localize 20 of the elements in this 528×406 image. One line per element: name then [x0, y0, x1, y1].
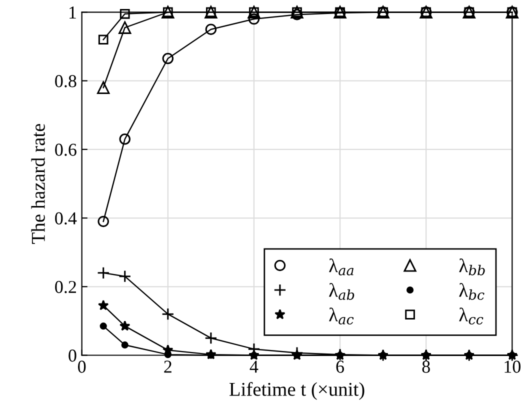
x-tick-label: 10 [504, 360, 520, 373]
y-tick-label: 0.8 [55, 75, 76, 88]
legend-label: λ$_{aa}$ [329, 258, 354, 276]
legend-label: λ$_{bb}$ [459, 258, 485, 276]
legend-label: λ$_{ab}$ [329, 283, 354, 300]
y-tick-label: 1 [70, 6, 76, 18]
x-tick-label: 2 [164, 360, 172, 373]
x-tick-label: 8 [422, 360, 430, 373]
legend-label: λ$_{cc}$ [459, 308, 484, 324]
x-axis-title: Lifetime t (×unit) [229, 382, 364, 400]
x-tick-label: 0 [78, 360, 86, 373]
y-tick-label: 0.6 [55, 144, 76, 156]
y-tick-label: 0 [68, 350, 76, 362]
y-tick-label: 0.4 [55, 212, 77, 225]
legend-label: λ$_{ac}$ [329, 308, 354, 324]
x-tick-label: 6 [336, 360, 344, 373]
y-tick-label: 0.2 [55, 280, 76, 294]
legend-label: λ$_{bc}$ [459, 283, 484, 300]
y-axis-title: The hazard rate [31, 124, 45, 244]
x-tick-label: 4 [250, 360, 258, 373]
